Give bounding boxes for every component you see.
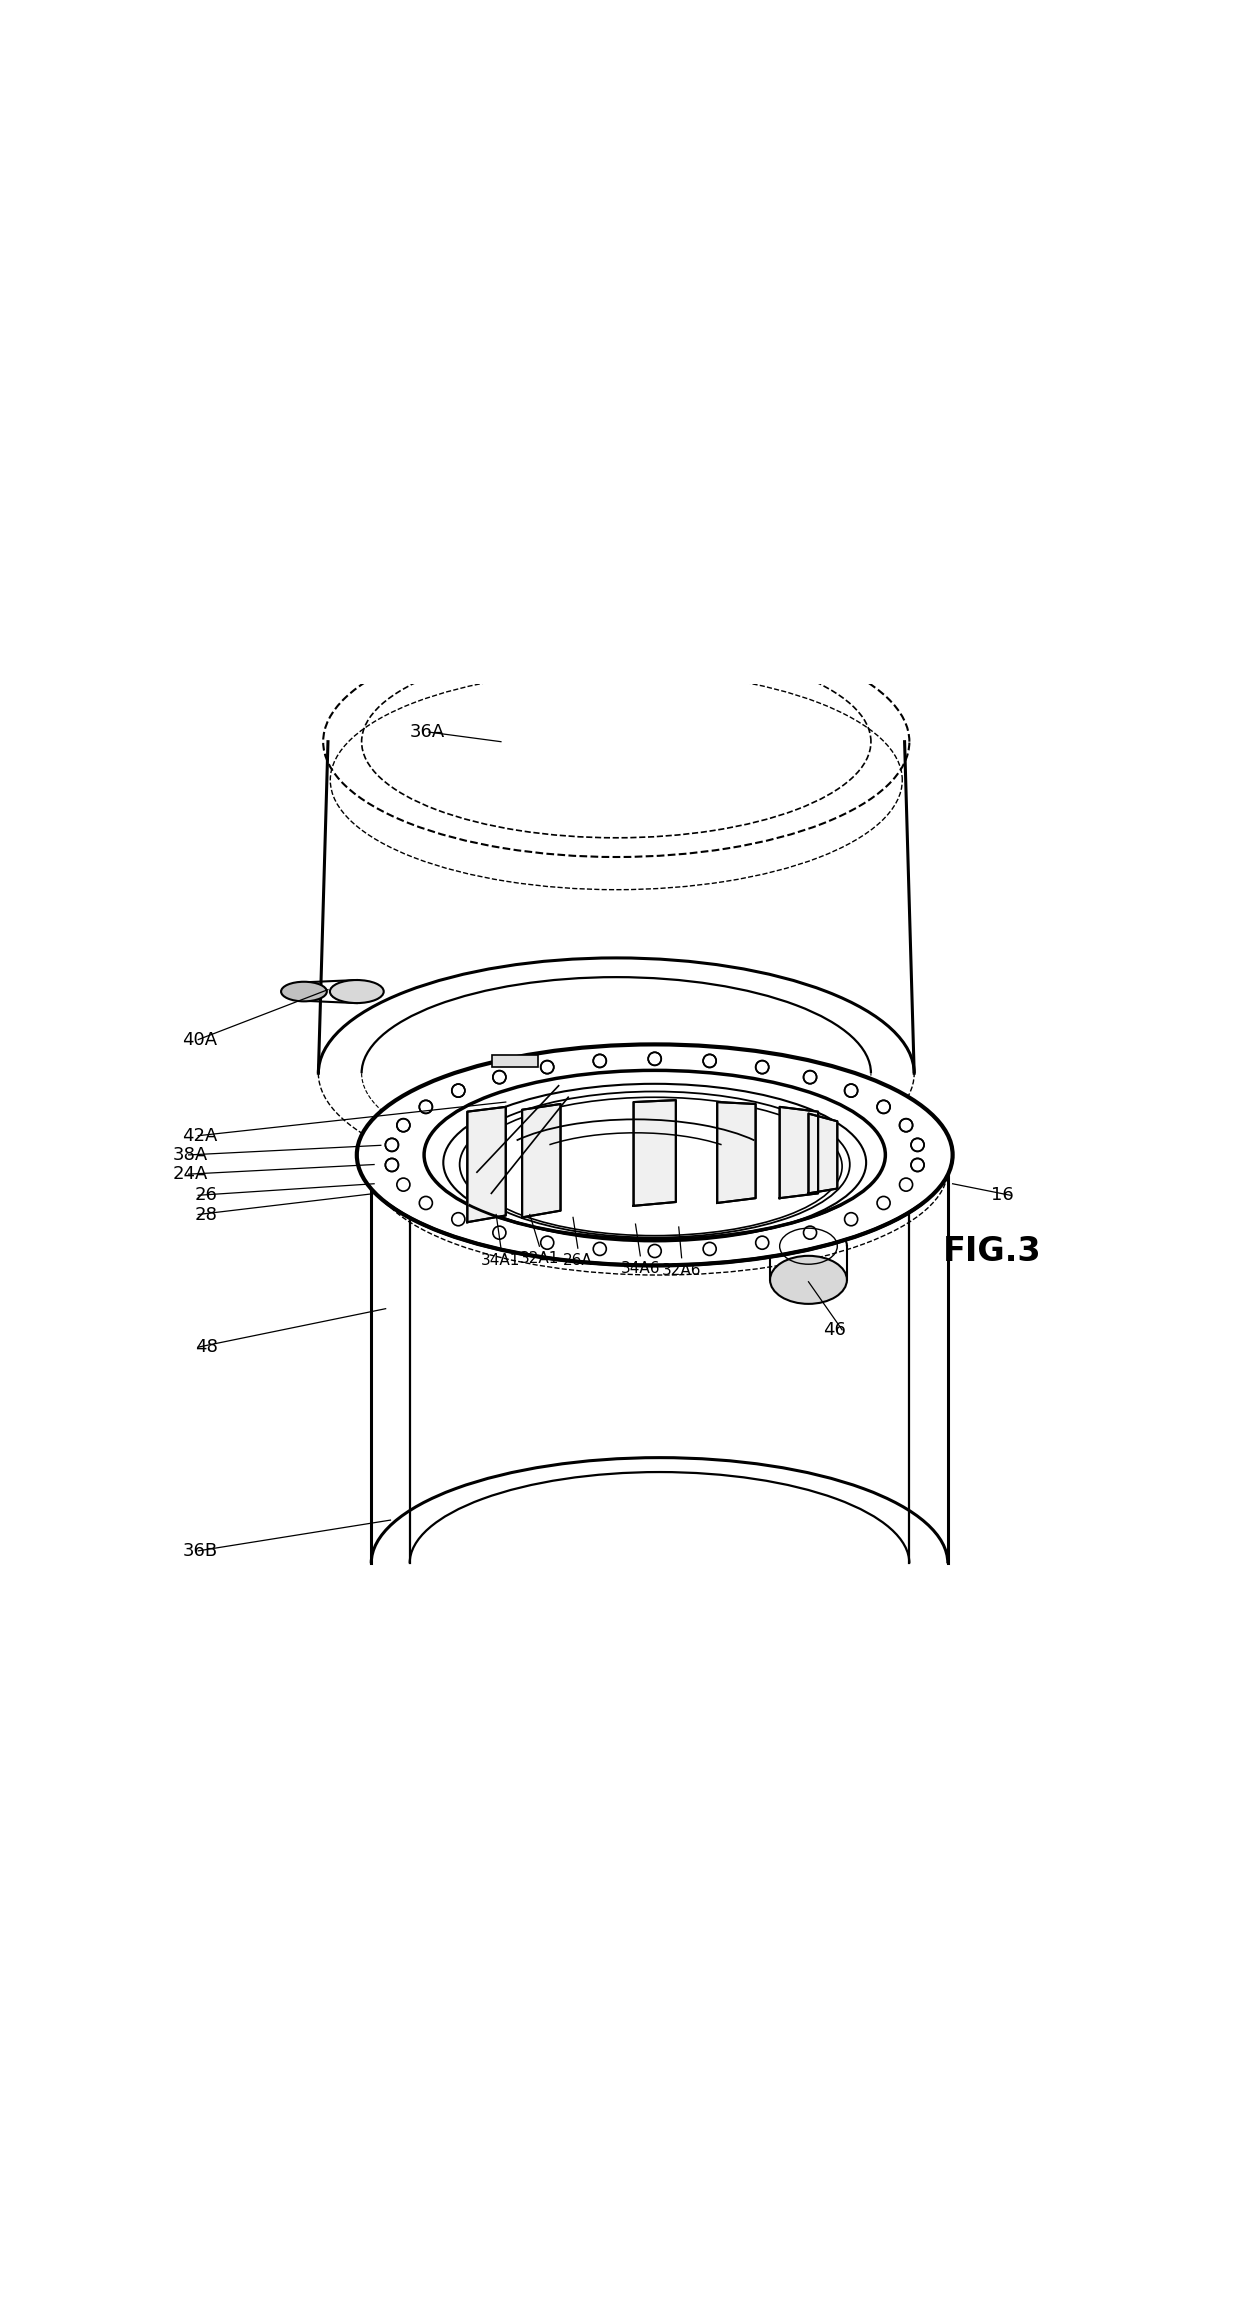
Text: 36B: 36B (182, 1543, 217, 1559)
Ellipse shape (330, 980, 383, 1003)
Text: 28: 28 (195, 1206, 217, 1224)
Polygon shape (780, 1107, 818, 1199)
FancyBboxPatch shape (492, 1054, 538, 1065)
Text: 34A1: 34A1 (481, 1252, 521, 1268)
Ellipse shape (424, 1070, 885, 1241)
Polygon shape (634, 1100, 676, 1206)
Text: 42A: 42A (182, 1128, 217, 1144)
Text: 34A6: 34A6 (620, 1261, 660, 1275)
Text: 40A: 40A (182, 1031, 217, 1049)
Text: 32A1: 32A1 (520, 1252, 559, 1266)
Ellipse shape (281, 982, 327, 1001)
Text: 32A6: 32A6 (662, 1264, 702, 1278)
Polygon shape (522, 1105, 560, 1218)
Text: 38A: 38A (172, 1146, 208, 1165)
Text: 36A: 36A (409, 724, 445, 740)
Text: 24A: 24A (172, 1165, 208, 1183)
Ellipse shape (770, 1257, 847, 1303)
Polygon shape (808, 1114, 837, 1195)
Polygon shape (467, 1107, 506, 1222)
Polygon shape (717, 1102, 755, 1204)
Text: 16: 16 (991, 1185, 1014, 1204)
Text: FIG.3: FIG.3 (942, 1234, 1042, 1268)
Ellipse shape (357, 1045, 952, 1266)
Text: 26: 26 (195, 1185, 217, 1204)
Text: 26A: 26A (563, 1252, 593, 1268)
Text: 48: 48 (195, 1337, 217, 1356)
Text: 46: 46 (823, 1321, 846, 1340)
